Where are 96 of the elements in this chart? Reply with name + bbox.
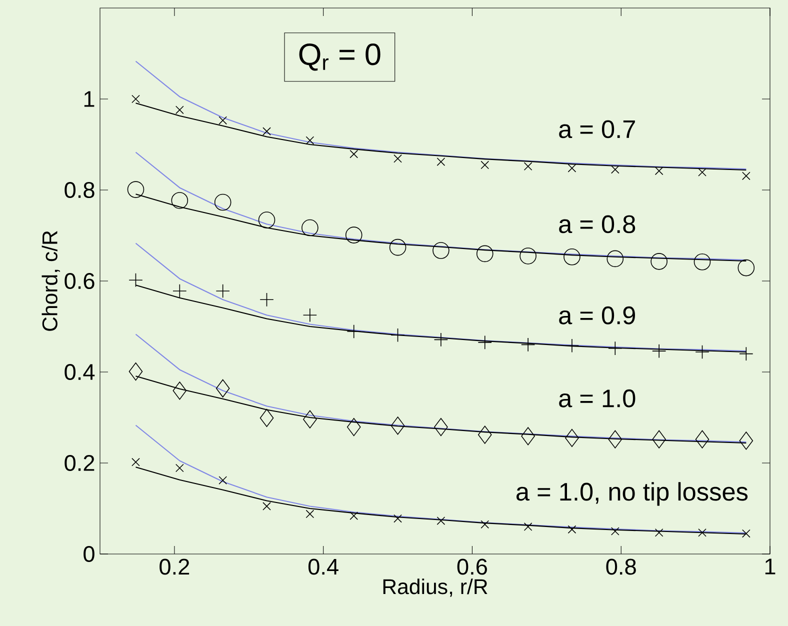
point (739, 432, 754, 450)
point (175, 106, 184, 114)
x-axis-title: Radius, r/R (383, 578, 488, 597)
line-series (135, 334, 747, 443)
point (350, 512, 358, 520)
point (434, 418, 448, 436)
y-tick-label: 0.2 (64, 454, 94, 472)
point (350, 150, 358, 158)
point (564, 338, 580, 353)
point (606, 250, 624, 268)
y-axis-title: Chord, c/R (42, 231, 60, 331)
point (306, 136, 314, 145)
point (610, 165, 620, 174)
point (302, 308, 317, 322)
point (478, 335, 492, 350)
point (432, 242, 450, 259)
annotation: a = 1.0 (559, 389, 636, 408)
y-tick-label: 0.8 (64, 182, 94, 198)
point (436, 516, 446, 525)
point (742, 172, 750, 180)
point (172, 382, 187, 400)
point (654, 528, 664, 537)
point (394, 514, 402, 523)
point (171, 192, 188, 209)
point (521, 427, 535, 446)
point (436, 158, 446, 166)
point (695, 430, 710, 448)
point (218, 116, 228, 125)
line-series (135, 152, 747, 261)
point (524, 522, 532, 531)
x-tick-label: 0.6 (457, 558, 487, 575)
annotation: a = 0.9 (559, 306, 635, 324)
point (172, 284, 187, 298)
point (694, 253, 711, 270)
point (698, 528, 706, 537)
annotation: a = 0.8 (559, 215, 636, 234)
point (434, 332, 448, 347)
y-tick-label: 0.4 (64, 364, 95, 380)
annotation: Q$_{r}$ = 0 (299, 44, 380, 71)
point (258, 212, 276, 228)
point (695, 344, 710, 360)
point (394, 154, 402, 163)
x-tick-label: 1 (765, 558, 776, 574)
point (260, 408, 274, 428)
annotation: a = 0.7 (559, 120, 635, 138)
point (132, 458, 140, 466)
annotation: a = 1.0, no tip losses (516, 482, 748, 506)
point (346, 324, 361, 339)
point (654, 166, 664, 176)
point (652, 430, 666, 448)
point (650, 253, 668, 270)
point (390, 328, 405, 342)
point (303, 410, 317, 428)
point (218, 476, 228, 484)
point (306, 510, 314, 518)
point (478, 426, 492, 444)
line-series (135, 424, 747, 534)
point (302, 219, 318, 236)
point (260, 292, 274, 307)
x-tick-label: 0.4 (308, 558, 338, 575)
point (132, 94, 140, 104)
point (738, 259, 755, 276)
point (216, 379, 230, 398)
point (564, 248, 580, 266)
point (128, 362, 143, 381)
point (216, 284, 230, 298)
y-tick-label: 1 (84, 91, 94, 107)
point (214, 194, 232, 211)
x-tick-label: 0.2 (160, 558, 190, 575)
y-tick-label: 0 (84, 546, 94, 562)
point (608, 430, 622, 448)
point (127, 181, 144, 198)
point (262, 127, 271, 136)
point (389, 238, 406, 256)
x-tick-label: 0.8 (606, 558, 636, 575)
point (652, 344, 666, 358)
point (608, 341, 622, 356)
point (610, 527, 620, 536)
point (390, 416, 405, 435)
point (346, 418, 361, 436)
point (698, 168, 706, 176)
point (480, 520, 490, 529)
point (742, 529, 750, 538)
point (568, 164, 576, 172)
point (739, 346, 754, 361)
y-tick-label: 0.6 (64, 272, 94, 290)
point (520, 338, 536, 352)
point (568, 525, 576, 534)
point (565, 428, 579, 448)
point (175, 464, 184, 472)
point (524, 162, 532, 171)
point (476, 245, 494, 262)
point (345, 226, 362, 244)
point (480, 160, 490, 170)
point (262, 502, 271, 510)
point (520, 248, 536, 264)
